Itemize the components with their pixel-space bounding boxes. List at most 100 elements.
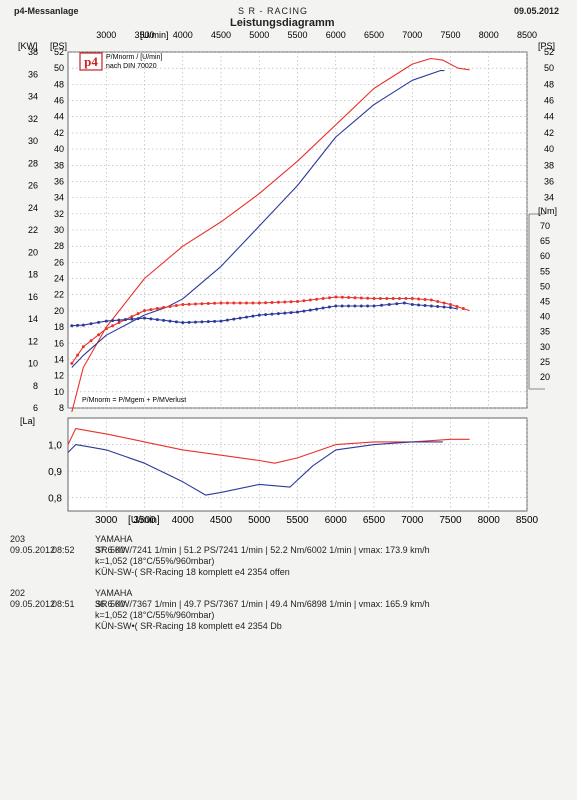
series-202-nm-marker: [168, 319, 172, 323]
series-203-nm-marker: [181, 303, 185, 306]
y-tick-label-kw: 20: [28, 247, 38, 257]
series-203-nm-marker: [461, 307, 465, 310]
series-202-nm-marker: [89, 322, 93, 326]
series-202-nm-marker: [81, 323, 85, 327]
y-tick-label-ps: 38: [54, 160, 64, 170]
series-202-nm-marker: [387, 303, 391, 306]
series-203-nm-marker: [257, 301, 261, 305]
y-tick-label-nm: 50: [540, 281, 550, 291]
x-tick-label-bottom: 3000: [95, 515, 118, 526]
series-202-nm-marker: [219, 319, 223, 323]
y-tick-label-nm: 35: [540, 327, 550, 337]
series-203-nm-marker: [206, 302, 210, 305]
y-tick-label-kw: 34: [28, 92, 38, 102]
series-202-nm-marker: [270, 312, 274, 316]
series-203-nm-marker: [187, 302, 191, 306]
series-202-nm-marker: [289, 311, 293, 315]
logo-text: p4: [84, 54, 98, 69]
series-202-nm-marker: [225, 318, 229, 322]
x-tick-label-bottom: 4000: [172, 515, 195, 526]
series-203-nm-marker: [136, 312, 140, 316]
run-id: 203: [10, 534, 26, 544]
series-203-nm-marker: [353, 296, 357, 300]
series-202-nm-marker: [155, 318, 159, 322]
series-202-nm-marker: [181, 321, 185, 325]
x-tick-label-top: 7500: [440, 30, 460, 40]
series-202-nm-marker: [117, 318, 121, 322]
x-tick-label-bottom: 4500: [210, 515, 233, 526]
series-202-nm-marker: [187, 320, 191, 324]
series-202-nm-marker: [436, 305, 440, 308]
y-tick-label-ps: 8: [59, 403, 64, 413]
series-202-nm-marker: [136, 317, 140, 321]
y-tick-label-ps: 10: [54, 387, 64, 397]
series-202-nm-marker: [321, 306, 325, 310]
y-tick-label-ps-right: 34: [544, 193, 554, 203]
series-202-nm-marker: [143, 316, 146, 320]
y-tick-label-ps: 42: [54, 128, 64, 138]
series-202-nm-marker: [353, 304, 357, 308]
x-tick-label-bottom: 5000: [248, 515, 271, 526]
series-203-nm-marker: [417, 297, 421, 301]
series-202-nm-marker: [200, 320, 204, 324]
series-203-nm-marker: [194, 302, 197, 306]
series-203-nm-marker: [308, 298, 312, 302]
y-tick-label-ps: 48: [54, 79, 64, 89]
y-tick-label-ps: 30: [54, 225, 64, 235]
series-202-nm-marker: [149, 317, 153, 321]
series-202-nm-marker: [429, 304, 433, 308]
series-203-nm-marker: [321, 297, 325, 300]
series-203-nm-marker: [347, 296, 351, 299]
y-tick-label-ps-right: 40: [544, 144, 554, 154]
y-tick-label-kw: 16: [28, 292, 38, 302]
y-tick-label-nm: 55: [540, 266, 550, 276]
x-tick-label-bottom: 6500: [363, 515, 386, 526]
run-correction: k=1,052 (18°C/55%/960mbar): [95, 556, 215, 566]
y-tick-label-nm: 45: [540, 297, 550, 307]
series-203-nm-marker: [359, 296, 363, 300]
y-tick-label-kw: 12: [28, 336, 38, 346]
unit-kw: [KW]: [18, 41, 38, 51]
series-203-nm-marker: [174, 304, 178, 307]
series-203-nm-marker: [378, 297, 382, 300]
x-tick-label-top: 7000: [402, 30, 422, 40]
series-203-nm-marker: [366, 296, 370, 300]
y-tick-label-ps-right: 46: [544, 96, 554, 106]
series-202-nm-marker: [194, 320, 197, 324]
series-202-nm-marker: [276, 312, 280, 316]
y-tick-label-nm: 70: [540, 221, 550, 231]
y-tick-label-kw: 32: [28, 114, 38, 124]
unit-rpm-bottom: [U/min]: [128, 515, 160, 526]
series-203-nm-marker: [302, 299, 306, 303]
series-202-nm-marker: [76, 323, 80, 327]
series-203-nm-marker: [97, 333, 101, 337]
series-202-nm-marker: [395, 302, 399, 306]
series-203-nm-marker: [225, 301, 229, 305]
series-203-nm-marker: [296, 300, 299, 303]
series-202-nm-marker: [347, 304, 350, 308]
y-tick-label-ps: 34: [54, 193, 64, 203]
series-202-nm-marker: [174, 320, 178, 324]
nm-axis-bracket: [528, 213, 545, 390]
series-203-nm-marker: [455, 305, 459, 308]
series-203-nm-marker: [423, 298, 427, 301]
series-202-nm-marker: [372, 304, 376, 308]
series-203-nm-marker: [168, 305, 172, 308]
y-tick-label-ps-right: 44: [544, 112, 554, 122]
series-203-nm-marker: [436, 300, 440, 303]
run-model: YAMAHA SR 500: [95, 588, 132, 609]
series-203-nm-marker: [404, 297, 408, 300]
series-203-nm-marker: [251, 301, 255, 305]
run-date: 09.05.2012: [10, 599, 56, 609]
y-tick-label-nm: 60: [540, 251, 550, 261]
series-202-nm-marker: [423, 304, 427, 307]
series-202-nm-marker: [206, 320, 210, 324]
series-202-nm-marker: [232, 317, 236, 321]
legend-line-1: P/Mnorm / [U/min]: [106, 54, 162, 61]
series-202-la-line: [67, 441, 443, 496]
run-config: KÜN-SW-( SR-Racing 18 komplett e4 2354 o…: [95, 567, 290, 577]
header-left: p4-Messanlage: [14, 6, 79, 16]
run-correction: k=1,052 (18°C/55%/960mbar): [95, 610, 215, 620]
series-203-nm-marker: [238, 301, 242, 305]
